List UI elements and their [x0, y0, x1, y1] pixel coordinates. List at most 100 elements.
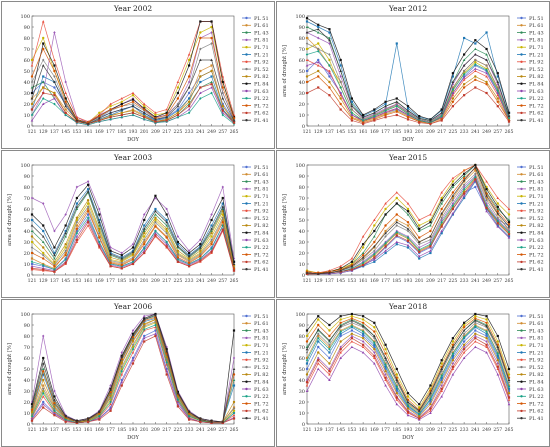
- data-point: [30, 229, 34, 232]
- data-point: [350, 100, 353, 103]
- legend-swatch-marker: [520, 53, 523, 56]
- data-point: [221, 221, 224, 224]
- data-point: [406, 105, 410, 108]
- y-tick-label: 20: [24, 102, 30, 108]
- data-point: [75, 220, 79, 224]
- data-point: [30, 86, 34, 89]
- data-point: [406, 409, 410, 413]
- data-point: [210, 421, 213, 424]
- x-tick-label: 137: [50, 427, 59, 433]
- data-point: [485, 91, 488, 95]
- data-point: [496, 213, 499, 216]
- data-point: [120, 380, 124, 384]
- data-point: [154, 207, 157, 211]
- data-point: [317, 36, 320, 40]
- data-point: [350, 113, 354, 116]
- legend-label: PL 71: [254, 45, 269, 51]
- data-point: [188, 64, 191, 67]
- legend-item: PL 22: [517, 394, 544, 400]
- legend-item: PL 62: [517, 260, 544, 266]
- legend-label: PL 63: [529, 89, 544, 95]
- x-tick-label: 233: [185, 278, 194, 284]
- data-point: [440, 359, 443, 362]
- legend-item: PL 81: [517, 187, 544, 193]
- data-point: [42, 91, 45, 95]
- data-point: [485, 324, 488, 328]
- legend-label: PL 81: [529, 187, 544, 193]
- data-point: [485, 318, 488, 321]
- legend-label: PL 41: [529, 267, 544, 273]
- legend-label: PL 22: [529, 394, 544, 400]
- data-point: [339, 93, 342, 97]
- data-point: [485, 332, 488, 335]
- data-point: [373, 334, 376, 337]
- legend-item: PL 72: [517, 103, 544, 109]
- legend-label: PL 84: [254, 380, 269, 386]
- y-axis-label: area of drought [%]: [282, 343, 288, 395]
- data-point: [317, 318, 320, 321]
- data-point: [406, 107, 410, 110]
- data-point: [64, 213, 67, 216]
- x-tick-label: 257: [493, 129, 502, 135]
- data-point: [165, 231, 168, 235]
- data-point: [199, 255, 202, 258]
- legend-swatch-marker: [520, 344, 523, 347]
- data-point: [440, 232, 443, 235]
- y-tick-label: 20: [299, 400, 305, 406]
- legend-swatch-marker: [245, 238, 248, 242]
- data-point: [75, 185, 79, 189]
- y-tick-label: 40: [299, 378, 305, 384]
- y-tick-label: 90: [24, 323, 30, 329]
- chart-svg: Year 2012 0 10 20 30 40 50 60 70 80 90 100 121 129 137…: [282, 4, 544, 143]
- data-point: [462, 351, 466, 354]
- data-point: [165, 111, 168, 114]
- data-point: [474, 337, 477, 340]
- data-point: [143, 108, 146, 111]
- data-point: [188, 265, 191, 268]
- data-point: [384, 202, 387, 205]
- data-point: [86, 418, 90, 421]
- data-point: [451, 337, 454, 340]
- legend-swatch-marker: [245, 216, 248, 220]
- legend-item: PL 43: [242, 179, 269, 185]
- data-point: [131, 262, 135, 266]
- data-point: [474, 165, 477, 169]
- data-point: [142, 227, 146, 230]
- data-point: [131, 98, 135, 101]
- data-point: [98, 227, 101, 230]
- series-line: [306, 17, 510, 120]
- series-pl-81: [30, 180, 236, 260]
- data-point: [176, 235, 180, 238]
- data-point: [350, 260, 353, 263]
- data-point: [496, 89, 499, 93]
- legend-label: PL 63: [254, 89, 269, 95]
- legend-label: PL 41: [254, 416, 269, 422]
- data-point: [316, 272, 320, 275]
- data-point: [41, 80, 45, 83]
- data-point: [496, 340, 499, 343]
- data-point: [221, 228, 224, 231]
- y-tick-label: 0: [27, 124, 30, 130]
- legend-label: PL 43: [254, 30, 269, 36]
- series-pl-63: [305, 345, 511, 421]
- data-point: [305, 356, 309, 360]
- data-point: [474, 69, 477, 72]
- data-point: [485, 83, 488, 86]
- data-point: [429, 411, 432, 414]
- data-point: [474, 185, 477, 189]
- y-tick-label: 30: [24, 91, 30, 97]
- x-tick-label: 225: [448, 129, 457, 135]
- data-point: [64, 261, 67, 264]
- legend-swatch-marker: [245, 31, 248, 34]
- x-tick-label: 201: [140, 427, 149, 433]
- data-point: [485, 345, 488, 348]
- legend-label: PL 81: [254, 336, 269, 342]
- x-tick-label: 185: [117, 427, 126, 433]
- data-point: [463, 192, 466, 195]
- series-pl-62: [305, 337, 511, 420]
- legend-swatch-marker: [245, 329, 248, 332]
- legend-label: PL 52: [529, 216, 544, 222]
- data-point: [176, 405, 179, 408]
- legend-swatch-marker: [245, 358, 248, 361]
- legend-swatch-marker: [245, 111, 248, 115]
